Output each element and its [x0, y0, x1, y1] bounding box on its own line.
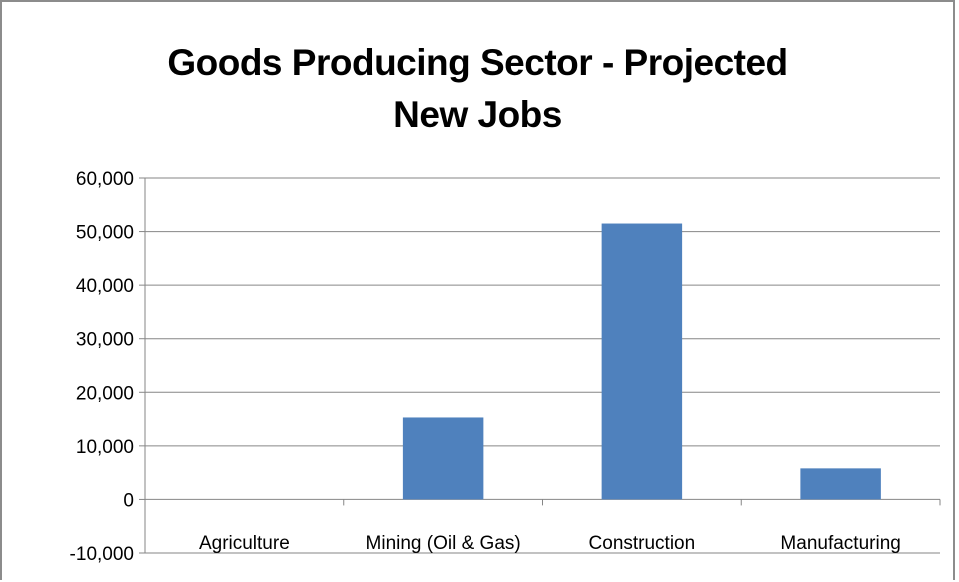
- y-tick-label: 50,000: [76, 223, 134, 244]
- y-tick-label: 40,000: [76, 276, 134, 297]
- y-tick-label: 0: [123, 490, 134, 511]
- category-label: Agriculture: [199, 533, 290, 554]
- y-tick-label: 20,000: [76, 383, 134, 404]
- chart-title: Goods Producing Sector - Projected New J…: [0, 37, 955, 141]
- bar: [402, 417, 484, 500]
- category-label: Mining (Oil & Gas): [366, 533, 521, 554]
- chart-title-line-1: Goods Producing Sector - Projected: [167, 42, 788, 83]
- chart-title-line-2: New Jobs: [393, 94, 562, 135]
- y-tick-label: 30,000: [76, 330, 134, 351]
- bar: [601, 223, 683, 500]
- y-tick-label: -10,000: [70, 544, 134, 565]
- y-tick-label: 10,000: [76, 437, 134, 458]
- category-label: Construction: [589, 533, 696, 554]
- category-label: Manufacturing: [780, 533, 900, 554]
- bar: [800, 468, 881, 500]
- y-tick-label: 60,000: [76, 169, 134, 190]
